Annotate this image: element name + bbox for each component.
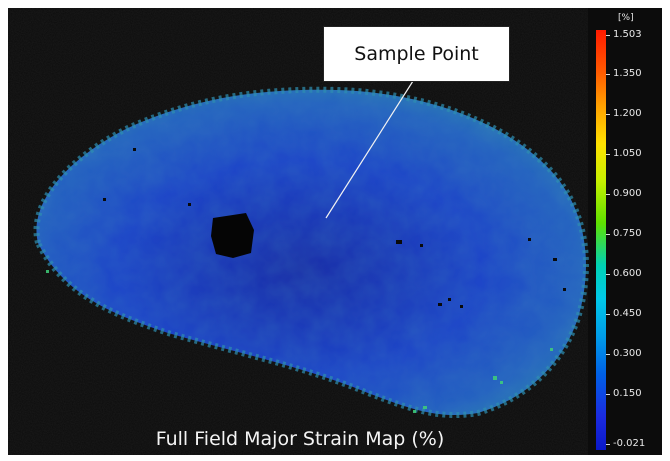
legend-tick: 0.750	[613, 228, 642, 239]
legend-tick: 0.300	[613, 348, 642, 359]
sample-point-callout: Sample Point	[323, 26, 510, 82]
legend-tick: 1.350	[613, 68, 642, 79]
callout-label: Sample Point	[354, 43, 479, 65]
legend-tick: -0.021	[613, 438, 646, 449]
legend-tick: 1.200	[613, 108, 642, 119]
legend-tick: 0.600	[613, 268, 642, 279]
legend-unit-label: [%]	[618, 13, 634, 23]
specimen-strain-field	[8, 8, 662, 455]
legend-tick: 0.150	[613, 388, 642, 399]
legend-tick: 0.900	[613, 188, 642, 199]
legend-tick: 1.503	[613, 29, 642, 40]
color-scale-bar	[596, 30, 606, 450]
defect-hole	[211, 213, 254, 258]
legend-tick: 0.450	[613, 308, 642, 319]
image-caption: Full Field Major Strain Map (%)	[155, 428, 445, 450]
callout-pointer-line	[325, 69, 421, 219]
legend-tick: 1.050	[613, 148, 642, 159]
strain-map-image: Sample Point Full Field Major Strain Map…	[8, 8, 662, 455]
